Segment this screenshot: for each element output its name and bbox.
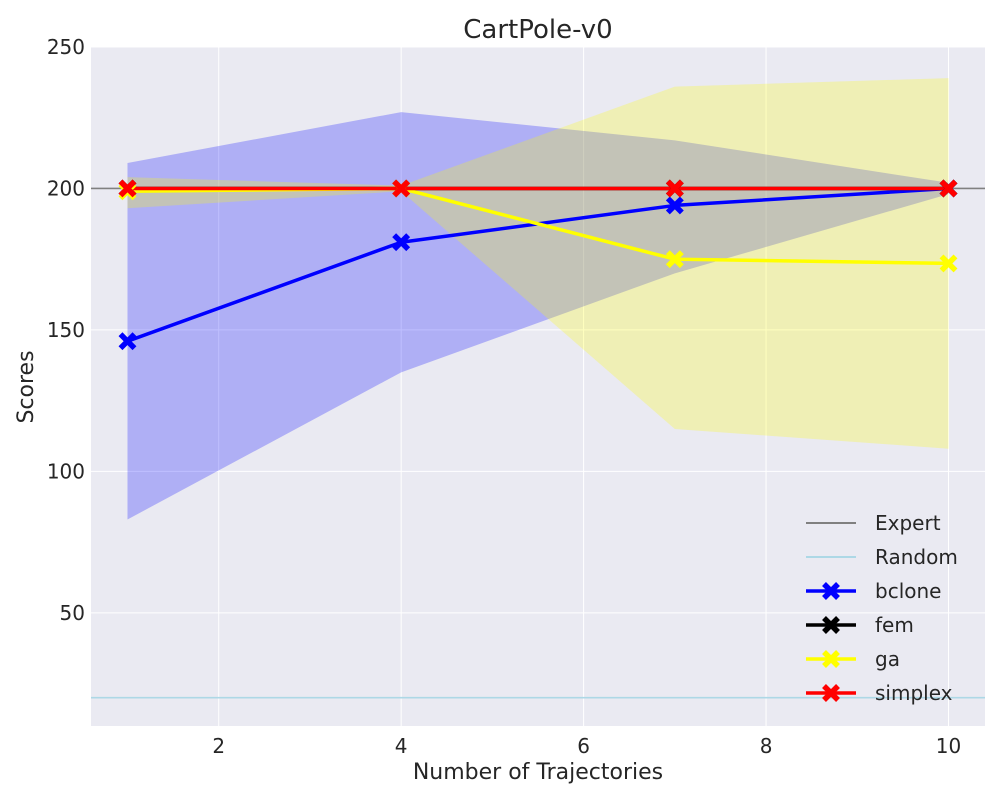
y-tick-label: 200 bbox=[47, 176, 85, 200]
y-tick-label: 50 bbox=[60, 601, 85, 625]
x-axis-label: Number of Trajectories bbox=[413, 760, 663, 785]
legend-item-fem: fem bbox=[806, 613, 914, 637]
marker-bclone bbox=[392, 233, 411, 252]
x-tick-label: 8 bbox=[760, 734, 773, 758]
y-tick-label: 100 bbox=[47, 459, 85, 483]
legend-item-bclone: bclone bbox=[806, 579, 941, 603]
marker-simplex bbox=[939, 179, 958, 198]
legend-label: Random bbox=[875, 545, 958, 569]
legend-label: fem bbox=[875, 613, 914, 637]
y-tick-labels: 50 100 150 200 250 bbox=[47, 35, 85, 625]
legend-label: simplex bbox=[875, 681, 953, 705]
x-tick-labels: 2 4 6 8 10 bbox=[212, 734, 961, 758]
x-tick-label: 6 bbox=[577, 734, 590, 758]
legend-item-simplex: simplex bbox=[806, 681, 953, 705]
marker-ga bbox=[939, 254, 958, 273]
marker-simplex bbox=[392, 179, 411, 198]
legend-label: ga bbox=[875, 647, 900, 671]
marker-simplex bbox=[665, 179, 684, 198]
y-tick-label: 250 bbox=[47, 35, 85, 59]
legend-marker bbox=[822, 684, 840, 702]
band-bclone bbox=[127, 112, 949, 520]
legend-marker bbox=[822, 582, 840, 600]
legend-label: Expert bbox=[875, 511, 941, 535]
marker-bclone bbox=[118, 332, 137, 351]
marker-bclone bbox=[665, 196, 684, 215]
legend-item-expert: Expert bbox=[806, 511, 941, 535]
marker-simplex bbox=[118, 179, 137, 198]
chart-title: CartPole-v0 bbox=[463, 15, 612, 45]
x-tick-label: 10 bbox=[936, 734, 961, 758]
marker-ga bbox=[665, 250, 684, 269]
legend-marker bbox=[822, 650, 840, 668]
band-ga bbox=[127, 78, 949, 449]
legend-label: bclone bbox=[875, 579, 941, 603]
markers-simplex bbox=[118, 179, 958, 198]
legend: Expert Random bclone fem ga simplex bbox=[806, 511, 958, 705]
series-lines bbox=[126, 186, 949, 343]
legend-item-random: Random bbox=[806, 545, 958, 569]
y-tick-label: 150 bbox=[47, 318, 85, 342]
legend-marker bbox=[822, 616, 840, 634]
confidence-bands bbox=[127, 78, 949, 520]
legend-item-ga: ga bbox=[806, 647, 900, 671]
x-tick-label: 2 bbox=[212, 734, 225, 758]
x-tick-label: 4 bbox=[395, 734, 408, 758]
y-axis-label: Scores bbox=[14, 350, 39, 423]
series-markers bbox=[118, 179, 958, 351]
